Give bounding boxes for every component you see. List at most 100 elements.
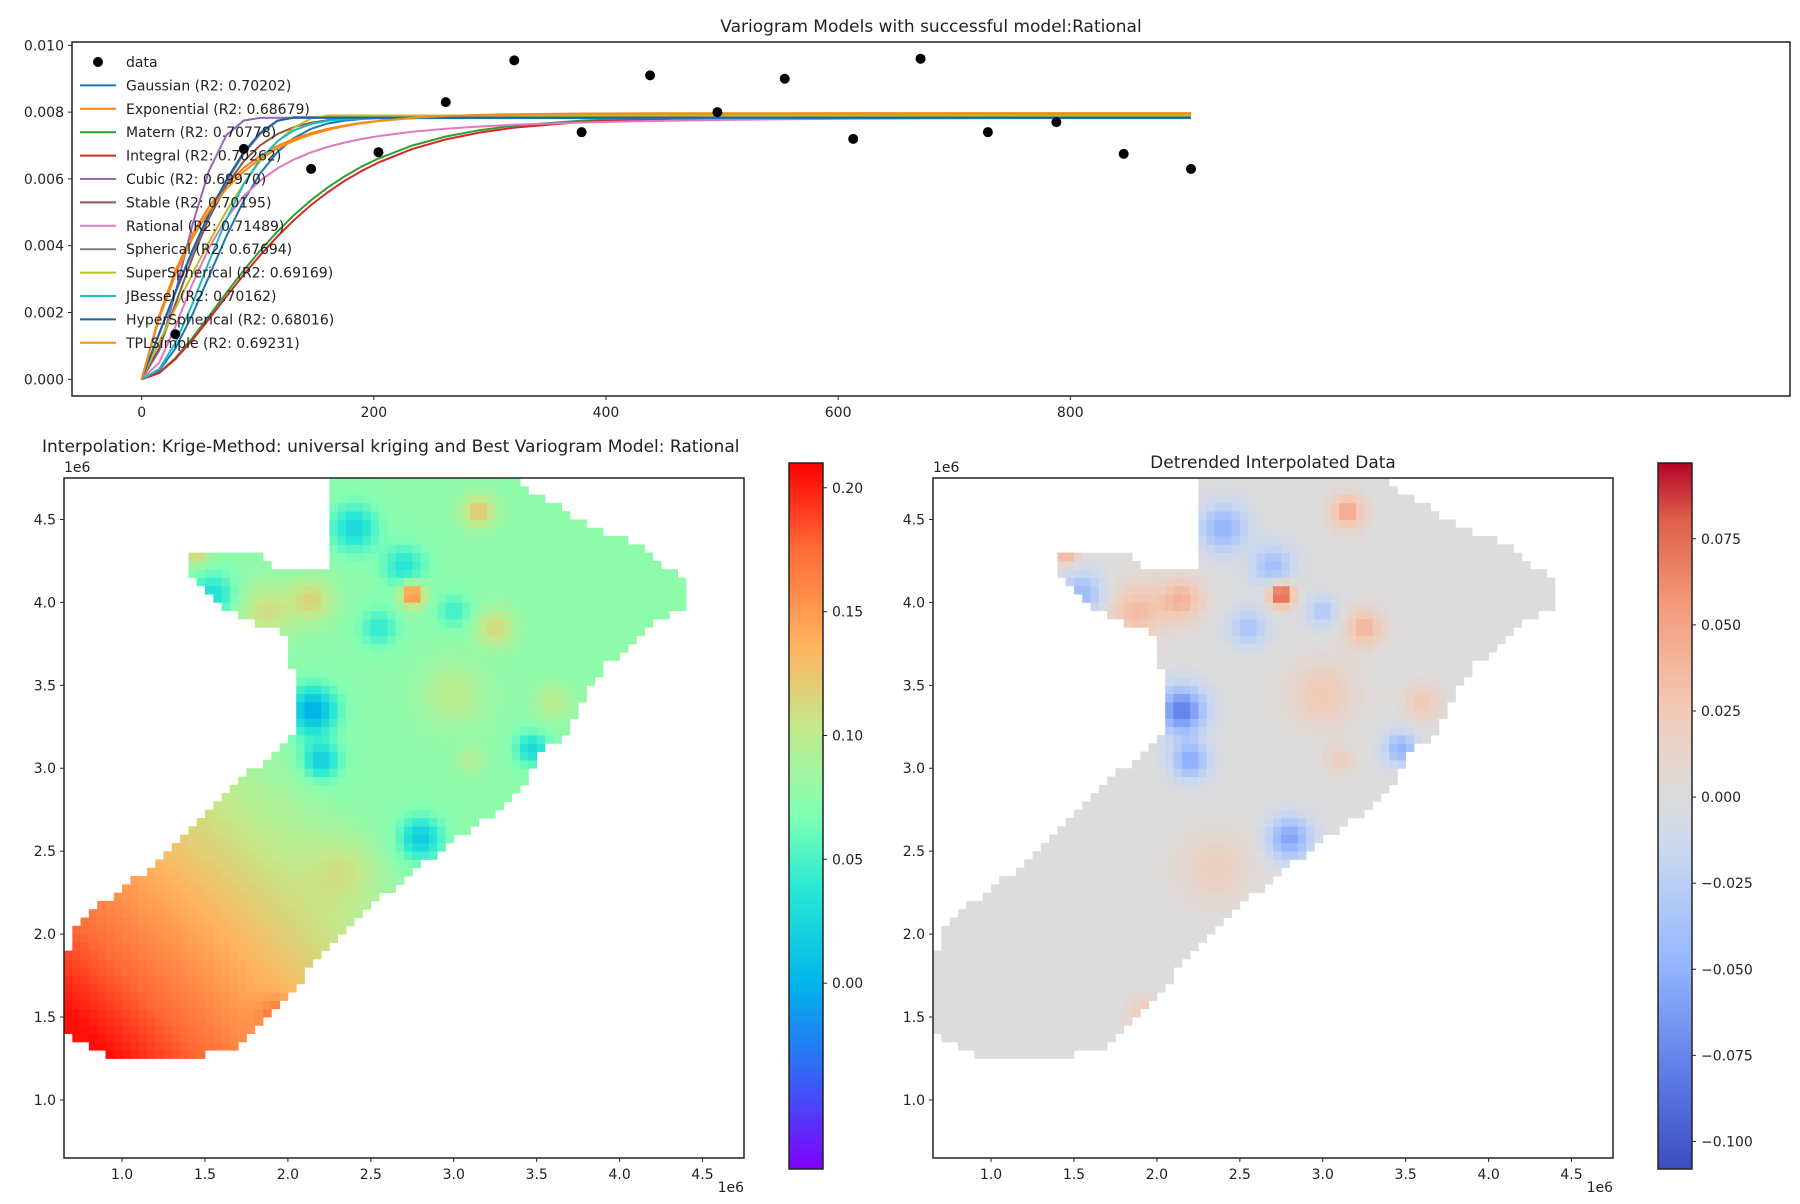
heatmap-cell	[304, 951, 313, 960]
heatmap-cell	[271, 760, 280, 769]
heatmap-cell	[1198, 694, 1207, 703]
heatmap-cell	[1240, 835, 1249, 844]
heatmap-cell	[1389, 544, 1398, 553]
heatmap-cell	[1455, 586, 1464, 595]
heatmap-cell	[1049, 868, 1058, 877]
heatmap-cell	[354, 627, 363, 636]
heatmap-cell	[164, 909, 173, 918]
heatmap-cell	[396, 478, 405, 487]
heatmap-cell	[329, 685, 338, 694]
heatmap-cell	[1373, 578, 1382, 587]
heatmap-cell	[280, 793, 289, 802]
heatmap-cell	[991, 901, 1000, 910]
heatmap-cell	[1248, 718, 1257, 727]
heatmap-cell	[1306, 735, 1315, 744]
heatmap-cell	[1215, 519, 1224, 528]
heatmap-cell	[197, 893, 206, 902]
heatmap-cell	[304, 934, 313, 943]
heatmap-cell	[379, 743, 388, 752]
heatmap-cell	[1290, 602, 1299, 611]
heatmap-cell	[1024, 868, 1033, 877]
heatmap-cell	[487, 495, 496, 504]
data-point	[983, 127, 993, 137]
heatmap-cell	[1472, 636, 1481, 645]
heatmap-cell	[363, 843, 372, 852]
heatmap-cell	[379, 826, 388, 835]
heatmap-cell	[304, 843, 313, 852]
heatmap-cell	[1132, 785, 1141, 794]
heatmap-cell	[1273, 793, 1282, 802]
heatmap-cell	[1306, 669, 1315, 678]
heatmap-cell	[1190, 909, 1199, 918]
heatmap-cell	[271, 569, 280, 578]
heatmap-cell	[1364, 793, 1373, 802]
heatmap-cell	[363, 801, 372, 810]
heatmap-cell	[263, 826, 272, 835]
heatmap-cell	[974, 1042, 983, 1051]
heatmap-cell	[1165, 743, 1174, 752]
heatmap-cell	[139, 959, 148, 968]
heatmap-cell	[611, 627, 620, 636]
heatmap-cell	[1306, 826, 1315, 835]
heatmap-cell	[1356, 718, 1365, 727]
heatmap-cell	[661, 569, 670, 578]
heatmap-cell	[1348, 669, 1357, 678]
heatmap-cell	[462, 810, 471, 819]
heatmap-cell	[966, 934, 975, 943]
heatmap-cell	[155, 1025, 164, 1034]
heatmap-cell	[1016, 1000, 1025, 1009]
heatmap-cell	[1306, 594, 1315, 603]
heatmap-cell	[495, 511, 504, 520]
heatmap-cell	[296, 652, 305, 661]
heatmap-cell	[280, 743, 289, 752]
heatmap-cell	[1389, 644, 1398, 653]
heatmap-cell	[321, 876, 330, 885]
heatmap-cell	[1240, 718, 1249, 727]
heatmap-cell	[1306, 718, 1315, 727]
heatmap-cell	[213, 976, 222, 985]
heatmap-cell	[1389, 677, 1398, 686]
heatmap-cell	[246, 942, 255, 951]
heatmap-cell	[1157, 735, 1166, 744]
heatmap-cell	[230, 1017, 239, 1026]
heatmap-cell	[429, 801, 438, 810]
heatmap-cell	[1464, 660, 1473, 669]
heatmap-cell	[72, 984, 81, 993]
heatmap-cell	[553, 611, 562, 620]
heatmap-cell	[379, 486, 388, 495]
heatmap-cell	[545, 660, 554, 669]
heatmap-cell	[1132, 561, 1141, 570]
heatmap-cell	[230, 926, 239, 935]
heatmap-cell	[404, 644, 413, 653]
heatmap-cell	[437, 586, 446, 595]
heatmap-cell	[553, 511, 562, 520]
heatmap-cell	[512, 660, 521, 669]
heatmap-cell	[1373, 528, 1382, 537]
heatmap-cell	[1115, 843, 1124, 852]
heatmap-cell	[1190, 578, 1199, 587]
heatmap-cell	[1455, 536, 1464, 545]
heatmap-cell	[346, 669, 355, 678]
heatmap-cell	[105, 1025, 114, 1034]
heatmap-cell	[512, 627, 521, 636]
heatmap-cell	[1016, 967, 1025, 976]
heatmap-cell	[205, 868, 214, 877]
heatmap-cell	[296, 959, 305, 968]
heatmap-cell	[1364, 602, 1373, 611]
heatmap-cell	[1124, 1017, 1133, 1026]
heatmap-cell	[122, 959, 131, 968]
heatmap-cell	[213, 959, 222, 968]
heatmap-cell	[296, 752, 305, 761]
heatmap-cell	[1165, 801, 1174, 810]
heatmap-cell	[537, 495, 546, 504]
heatmap-cell	[1248, 685, 1257, 694]
heatmap-cell	[462, 636, 471, 645]
heatmap-cell	[421, 727, 430, 736]
heatmap-cell	[246, 951, 255, 960]
heatmap-cell	[512, 486, 521, 495]
heatmap-cell	[271, 926, 280, 935]
heatmap-cell	[504, 602, 513, 611]
heatmap-cell	[1033, 984, 1042, 993]
heatmap-cell	[1472, 553, 1481, 562]
heatmap-cell	[1447, 528, 1456, 537]
